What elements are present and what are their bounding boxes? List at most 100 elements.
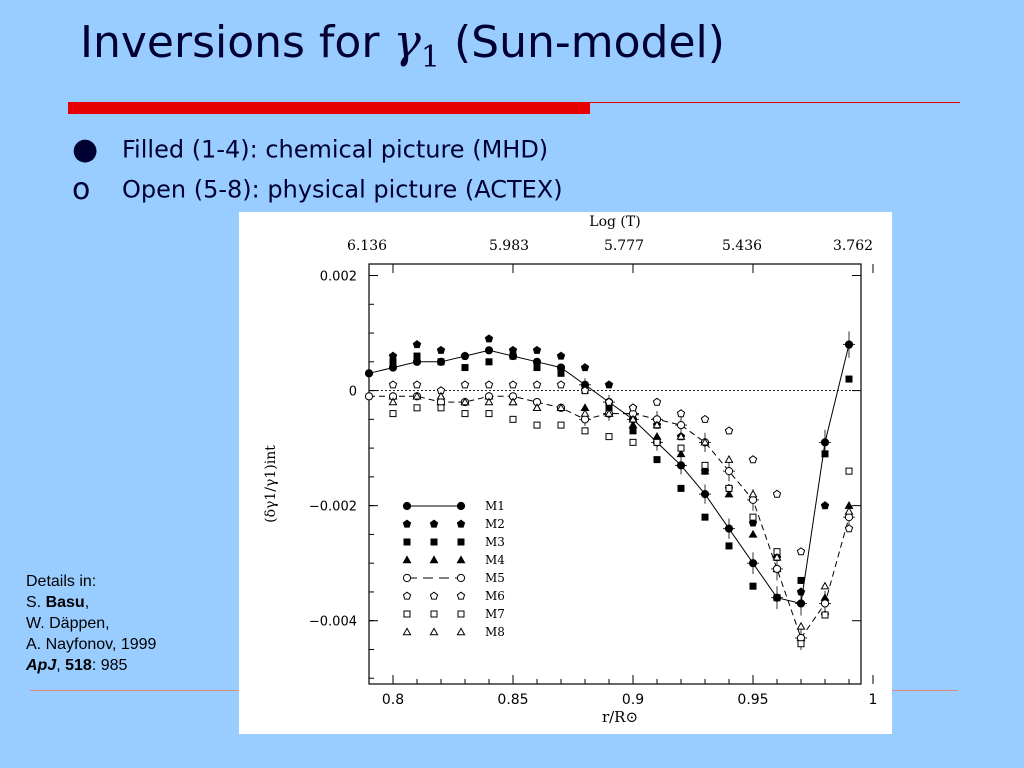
data-point-m2: [844, 340, 854, 349]
legend-label-m5: M5: [485, 571, 505, 585]
data-point-m7: [581, 427, 589, 435]
data-point-m8: [436, 391, 446, 400]
data-point-m8: [820, 581, 830, 590]
y-tick-label: 0.002: [320, 270, 357, 285]
data-point-m8: [772, 552, 782, 561]
data-point-m3: [701, 513, 709, 521]
data-point-m7: [797, 640, 805, 648]
data-point-m6: [532, 380, 542, 389]
x-tick-label: 0.8: [382, 692, 404, 708]
data-point-m1: [820, 438, 830, 447]
data-point-m3: [437, 358, 445, 366]
title-underline-line: [590, 102, 960, 103]
data-point-m8: [676, 431, 686, 440]
title-underline-bar: [68, 102, 590, 114]
top-axis-title: Log (T): [589, 214, 640, 230]
legend-label-m3: M3: [485, 535, 505, 549]
legend-marker-m6: [402, 591, 412, 600]
data-point-m7: [677, 444, 685, 452]
data-point-m8: [460, 397, 470, 406]
data-point-m3: [677, 484, 685, 492]
figure-panel: 0.8 0.85 0.9 0.95 1 0.002 0 −0.002 −0.004 Log (T)…: [239, 212, 892, 734]
data-point-m2: [796, 587, 806, 596]
data-point-m5: [724, 467, 734, 476]
data-point-m1: [484, 346, 494, 355]
data-point-m3: [821, 450, 829, 458]
filled-bullet-icon: ●: [72, 132, 99, 167]
data-point-m8: [796, 621, 806, 630]
data-point-m3: [389, 358, 397, 366]
data-point-m2: [604, 380, 614, 389]
data-point-m8: [532, 403, 542, 412]
data-point-m7: [389, 410, 397, 418]
series-line-m5: [369, 395, 850, 640]
journal-volume: 518: [65, 657, 92, 674]
data-point-m1: [676, 461, 686, 470]
data-point-m7: [821, 611, 829, 619]
top-tick-label: 5.777: [604, 238, 644, 254]
data-point-m2: [484, 334, 494, 343]
y-tick-label: −0.004: [309, 615, 357, 630]
data-point-m7: [557, 421, 565, 429]
x-tick-label: 0.85: [497, 692, 528, 708]
data-point-m8: [580, 408, 590, 417]
title-suffix: (Sun-model): [440, 17, 725, 68]
legend-label-m7: M7: [485, 607, 505, 621]
data-point-m5: [580, 415, 590, 424]
data-point-m5: [772, 564, 782, 574]
data-point-m3: [653, 456, 661, 464]
data-point-m6: [748, 455, 758, 464]
data-point-m6: [796, 547, 806, 556]
data-point-m3: [557, 369, 565, 377]
author-1-name: Basu: [45, 594, 85, 611]
data-point-m3: [749, 582, 757, 590]
data-point-m8: [724, 455, 734, 463]
data-point-m6: [508, 380, 518, 389]
citation-journal: ApJ, 518: 985: [26, 655, 156, 676]
x-tick-label: 0.9: [622, 692, 644, 708]
data-point-m8: [700, 437, 710, 446]
legend-marker-m8: [456, 627, 466, 636]
bullet-text-open: Open (5-8): physical picture (ACTEX): [122, 175, 563, 204]
data-point-m3: [509, 352, 517, 360]
title-prefix: Inversions for: [80, 17, 394, 68]
data-point-m2: [436, 345, 446, 354]
data-point-m7: [653, 438, 661, 446]
x-tick-label: 1: [869, 692, 878, 708]
data-point-m4: [676, 449, 686, 458]
legend-marker-m2: [456, 519, 466, 528]
data-point-m3: [485, 358, 493, 366]
data-point-m8: [604, 408, 614, 417]
data-point-m1: [796, 599, 806, 608]
data-point-m7: [749, 513, 757, 521]
legend-marker-m2: [402, 519, 412, 528]
citation-heading: Details in:: [26, 573, 97, 590]
data-point-m7: [509, 415, 517, 423]
legend-marker-m4: [456, 555, 466, 564]
legend-marker-m4: [402, 555, 412, 564]
data-point-m6: [412, 380, 422, 389]
data-point-m2: [580, 363, 590, 372]
data-point-m3: [461, 364, 469, 372]
author-1-initial: S.: [26, 594, 46, 611]
data-point-m7: [701, 461, 709, 469]
legend-label-m2: M2: [485, 517, 505, 531]
bullet-text-filled: Filled (1-4): chemical picture (MHD): [122, 135, 549, 164]
y-tick-label: 0: [349, 385, 357, 400]
data-point-m1: [748, 559, 758, 568]
citation-block: Details in: S. Basu, W. Däppen, A. Nayfo…: [26, 571, 156, 676]
data-point-m5: [364, 392, 374, 401]
data-point-m3: [533, 364, 541, 372]
data-point-m4: [700, 466, 710, 475]
legend-marker-m8: [402, 627, 412, 636]
journal-page: : 985: [91, 657, 128, 674]
citation-author-1: S. Basu,: [26, 592, 156, 613]
data-point-m7: [533, 421, 541, 429]
legend-marker-m3: [403, 538, 411, 546]
data-point-m2: [820, 501, 830, 510]
legend-marker-m4: [429, 555, 439, 564]
data-point-m7: [437, 404, 445, 412]
legend-marker-m7: [403, 610, 411, 618]
legend-marker-m7: [430, 610, 438, 618]
legend-marker-m5: [456, 573, 466, 583]
